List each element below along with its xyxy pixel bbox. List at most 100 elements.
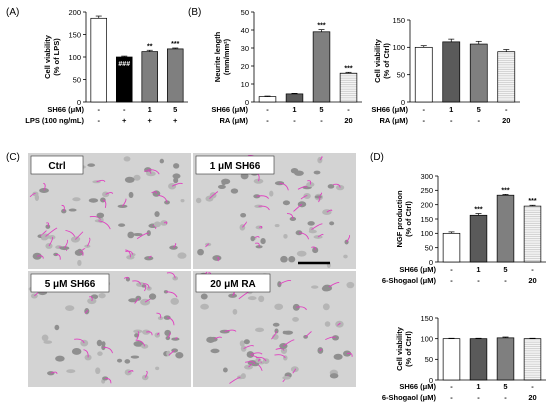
- condition-label: SH66 (μM): [211, 105, 248, 114]
- neurite: [274, 354, 286, 359]
- cell-body: [68, 208, 77, 212]
- cell-body: [346, 281, 355, 289]
- cell-body: [292, 303, 300, 311]
- condition-label: 6-Shogaol (μM): [382, 393, 437, 402]
- y-tick-label: 50: [73, 75, 81, 84]
- cell-body: [282, 330, 288, 335]
- bar: [523, 205, 542, 263]
- significance-label: ***: [528, 198, 536, 205]
- neurite: [317, 233, 324, 238]
- y-axis-label: Cell viability(% of LPS): [43, 34, 61, 79]
- neurite: [37, 255, 44, 259]
- neurite: [156, 332, 160, 336]
- condition-value: 20: [344, 116, 352, 125]
- condition-value: -: [98, 116, 101, 125]
- condition-label: SH66 (μM): [399, 265, 436, 274]
- cell-body: [247, 296, 257, 301]
- condition-value: 1: [292, 105, 296, 114]
- neurite: [319, 156, 323, 161]
- bar: [166, 48, 184, 103]
- y-tick-label: 150: [68, 30, 81, 39]
- y-tick-label: 100: [420, 229, 433, 238]
- y-tick-label: 0: [429, 258, 433, 267]
- cell-body: [321, 285, 331, 292]
- cell-body: [260, 238, 266, 245]
- neurite: [243, 345, 254, 350]
- neurite: [333, 183, 341, 188]
- neurite: [173, 243, 177, 248]
- chart-d1: 0 50 100 150 200 250 300 NGF production(% of Ct…: [382, 172, 546, 285]
- cell-body: [324, 321, 331, 327]
- neurite: [105, 192, 114, 195]
- cell-body: [232, 308, 238, 315]
- neurite: [102, 199, 107, 209]
- condition-value: -: [531, 382, 534, 391]
- condition-value: 5: [319, 105, 323, 114]
- cell-body: [133, 341, 144, 347]
- neurite: [286, 213, 294, 219]
- cell-body: [206, 336, 215, 343]
- y-axis-label-line: NGF production: [395, 190, 404, 247]
- neurite: [148, 255, 152, 259]
- neurite: [271, 330, 277, 340]
- neurite: [48, 236, 53, 247]
- neurite: [103, 346, 113, 354]
- neurite: [248, 363, 252, 368]
- y-axis-label-line: (% of LPS): [52, 38, 61, 76]
- panel-label-c: (C): [6, 152, 20, 163]
- neurite: [337, 322, 341, 326]
- cell-body: [217, 184, 226, 189]
- y-tick-label: 200: [420, 200, 433, 209]
- y-tick-label: 150: [420, 314, 433, 323]
- neurite: [143, 285, 147, 292]
- neurite: [83, 349, 89, 358]
- cell-body: [170, 297, 179, 305]
- y-tick-label: 0: [401, 98, 405, 107]
- cell-body: [41, 334, 49, 342]
- y-axis-label-line: Cell viability: [43, 34, 52, 79]
- condition-value: -: [505, 105, 508, 114]
- neurite: [136, 330, 140, 340]
- micrograph-label: 1 μM SH66: [210, 161, 261, 172]
- cell-body: [230, 188, 239, 194]
- cell-body: [164, 329, 171, 337]
- neurite: [163, 221, 168, 225]
- condition-value: +: [173, 116, 178, 125]
- neurite: [326, 209, 333, 213]
- condition-value: -: [123, 105, 126, 114]
- panel-label-d: (D): [370, 152, 384, 163]
- cell-body: [97, 351, 103, 356]
- y-axis-label-line: Neurite length: [213, 31, 222, 82]
- condition-value: -: [293, 116, 296, 125]
- cell-body: [148, 293, 157, 300]
- cell-body: [84, 354, 92, 361]
- y-axis-label: Neurite length(mm/mm²): [213, 31, 231, 82]
- neurite: [105, 377, 112, 384]
- micrograph-label: Ctrl: [48, 161, 65, 172]
- neurite: [296, 306, 307, 311]
- bar: [141, 51, 159, 103]
- neurite: [166, 272, 176, 279]
- cell-body: [239, 340, 245, 347]
- cell-body: [200, 303, 209, 310]
- neurite: [55, 253, 61, 260]
- micrograph-ctrl: Ctrl: [28, 153, 191, 269]
- bar: [469, 214, 488, 263]
- cell-body: [154, 211, 160, 218]
- condition-value: 1: [476, 382, 480, 391]
- cell-body: [125, 276, 131, 282]
- neurite: [244, 361, 256, 365]
- y-tick-label: 20: [241, 62, 249, 71]
- neurite: [158, 194, 168, 203]
- neurite: [346, 234, 351, 243]
- cell-body: [253, 194, 261, 199]
- cell-body: [177, 252, 187, 259]
- cell-body: [308, 229, 317, 234]
- bar: [285, 93, 304, 103]
- bar: [90, 17, 108, 103]
- cell-body: [269, 190, 274, 197]
- significance-label: ***: [474, 207, 482, 214]
- neurite: [171, 182, 183, 187]
- neurite: [256, 195, 270, 199]
- condition-value: -: [423, 116, 426, 125]
